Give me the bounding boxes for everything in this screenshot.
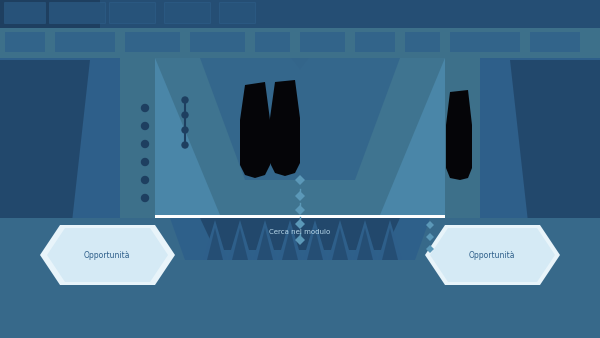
Polygon shape [40,225,175,285]
Polygon shape [257,228,273,260]
Circle shape [142,159,149,166]
Polygon shape [426,233,434,241]
Polygon shape [426,221,434,229]
Polygon shape [110,0,200,55]
Polygon shape [270,80,300,176]
Circle shape [182,127,188,133]
Polygon shape [480,58,600,240]
Bar [5,3,45,23]
Polygon shape [328,220,352,260]
Polygon shape [232,228,248,260]
Bar [450,32,520,52]
Circle shape [142,104,149,112]
Polygon shape [155,58,445,215]
Polygon shape [378,220,402,260]
Polygon shape [115,0,195,50]
FancyBboxPatch shape [49,2,106,24]
FancyBboxPatch shape [109,2,156,24]
Polygon shape [30,60,570,215]
Polygon shape [0,60,90,240]
Circle shape [142,141,149,147]
Polygon shape [0,58,155,240]
Bar [300,32,345,52]
Polygon shape [357,228,373,260]
Polygon shape [382,228,398,260]
Polygon shape [430,228,555,282]
Bar [530,32,580,52]
Bar [165,3,210,23]
Polygon shape [155,58,445,215]
Bar [220,3,255,23]
Text: Cerca nel modulo: Cerca nel modulo [269,229,331,235]
Bar [255,32,290,52]
Polygon shape [278,220,302,260]
Polygon shape [240,82,270,178]
Polygon shape [0,218,600,338]
Polygon shape [200,218,400,250]
Circle shape [142,122,149,129]
Bar [0,0,600,28]
Polygon shape [295,235,305,245]
Polygon shape [235,0,365,80]
FancyBboxPatch shape [4,2,46,24]
Polygon shape [390,0,485,50]
Bar [55,32,115,52]
Polygon shape [170,218,430,260]
Bar [190,32,245,52]
Polygon shape [203,220,227,260]
Circle shape [142,176,149,184]
Bar [0,0,100,28]
Polygon shape [0,5,115,60]
Polygon shape [445,58,600,240]
Bar [5,32,45,52]
FancyBboxPatch shape [164,2,211,24]
Polygon shape [353,220,377,260]
Polygon shape [47,228,168,282]
Circle shape [182,112,188,118]
Polygon shape [0,5,130,65]
Polygon shape [295,219,305,229]
Bar [0,28,600,58]
Polygon shape [425,225,560,285]
Text: Opportunità: Opportunità [469,251,515,261]
Polygon shape [207,228,223,260]
FancyBboxPatch shape [219,2,256,24]
Polygon shape [446,90,472,180]
Polygon shape [245,0,355,70]
Polygon shape [295,205,305,215]
Bar [110,3,155,23]
Circle shape [142,194,149,201]
Polygon shape [295,175,305,185]
Bar [125,32,180,52]
Bar [50,3,105,23]
Polygon shape [228,220,252,260]
Polygon shape [510,60,600,240]
Circle shape [182,142,188,148]
Polygon shape [485,5,600,60]
Polygon shape [426,245,434,253]
Polygon shape [303,220,327,260]
Bar [0,0,600,28]
Polygon shape [332,228,348,260]
Polygon shape [385,0,490,55]
Polygon shape [0,218,600,338]
Polygon shape [470,5,600,65]
Bar [405,32,440,52]
Text: Opportunità: Opportunità [84,251,130,261]
Circle shape [182,97,188,103]
Polygon shape [307,228,323,260]
Bar [355,32,395,52]
Polygon shape [0,58,120,240]
Polygon shape [253,220,277,260]
Polygon shape [282,228,298,260]
Polygon shape [200,58,400,180]
Polygon shape [295,191,305,201]
